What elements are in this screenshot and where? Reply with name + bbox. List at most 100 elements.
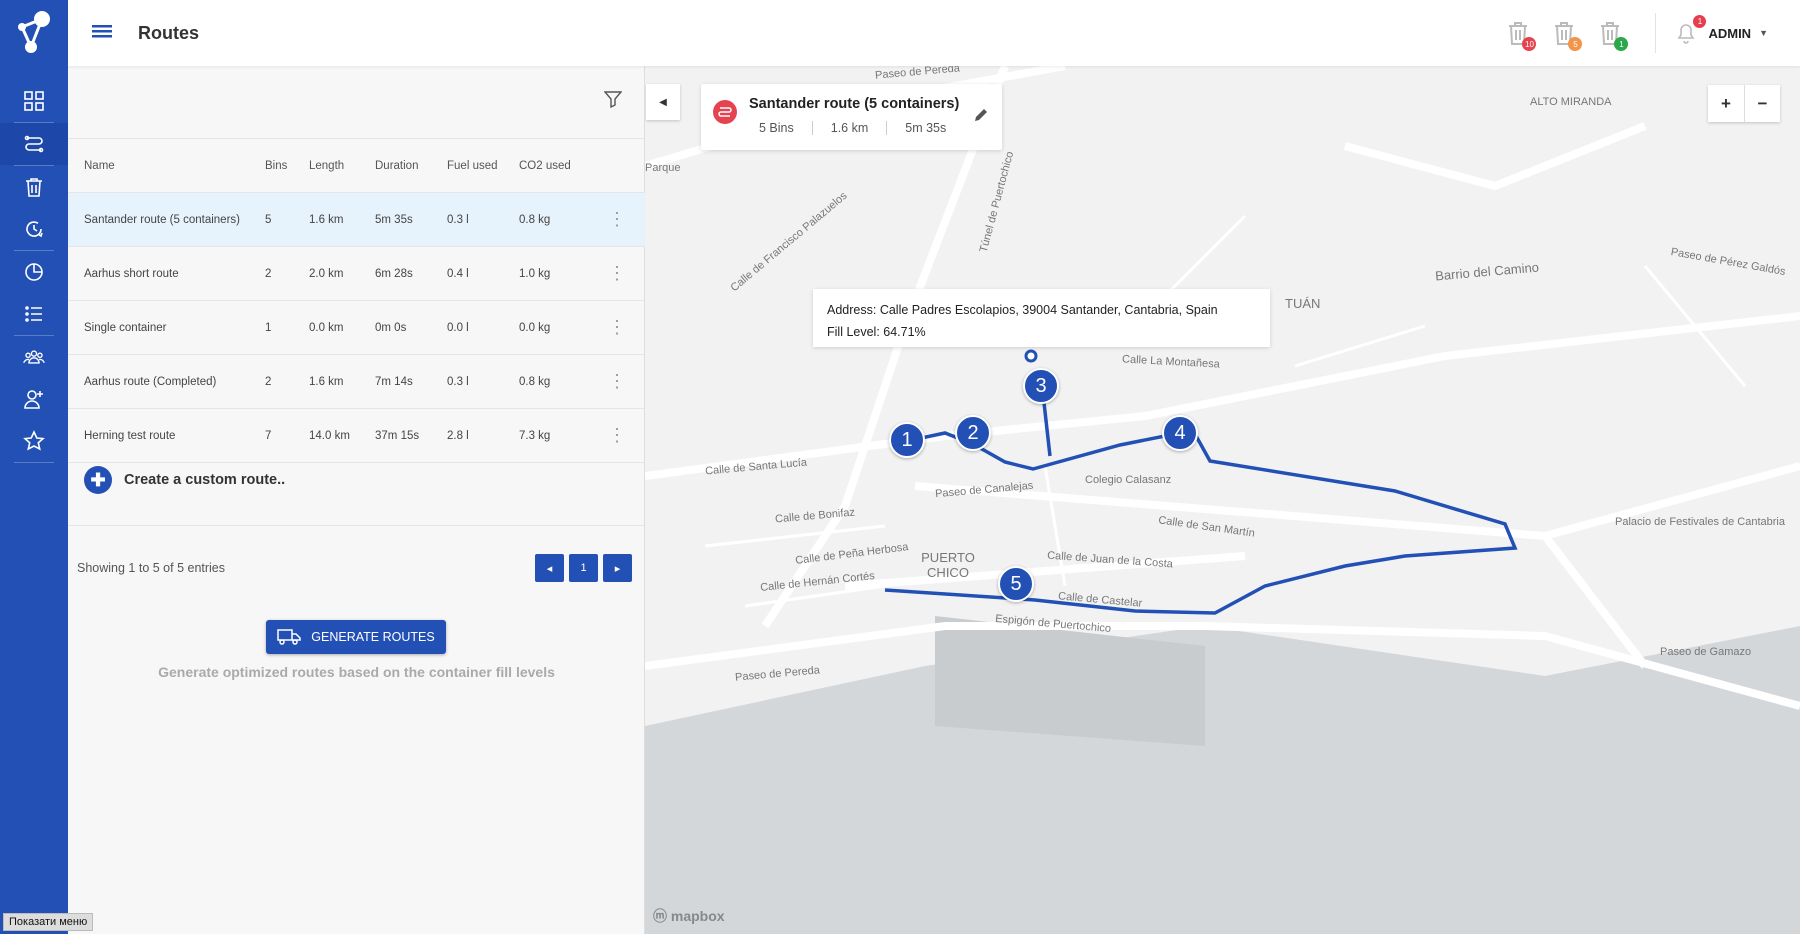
bin-alert-red[interactable]: 10 [1507, 20, 1537, 51]
mapbox-logo[interactable]: ⓜ mapbox [653, 908, 725, 924]
team-icon[interactable] [0, 336, 68, 378]
route-duration: 5m 35s [886, 121, 964, 135]
divider [1655, 13, 1657, 53]
chart-icon[interactable] [0, 251, 68, 293]
generate-routes-button[interactable]: GENERATE ROUTES [266, 620, 446, 654]
table-cell: 5 [265, 192, 309, 247]
edit-pencil-icon[interactable] [974, 108, 988, 127]
table-cell: 1.6 km [309, 192, 375, 247]
pagination-info: Showing 1 to 5 of 5 entries [77, 561, 226, 575]
route-length: 1.6 km [811, 121, 887, 135]
table-cell: 0.3 l [447, 354, 519, 409]
table-cell: Herning test route [68, 408, 265, 463]
table-cell: 0.8 kg [519, 354, 589, 409]
row-menu-icon[interactable]: ⋮ [589, 246, 645, 301]
route-marker[interactable]: 1 [889, 422, 925, 458]
row-menu-icon[interactable]: ⋮ [589, 354, 645, 409]
generate-routes-label: GENERATE ROUTES [311, 630, 435, 644]
table-cell: 0.4 l [447, 246, 519, 301]
bin-icon [1509, 22, 1528, 45]
app-logo[interactable] [0, 0, 68, 66]
table-cell: 2 [265, 354, 309, 409]
route-line [884, 431, 1518, 615]
column-header-name[interactable]: Name [68, 138, 265, 193]
filter-icon[interactable] [603, 90, 623, 113]
pagination: ◂ 1 ▸ [535, 554, 632, 582]
table-cell: Aarhus short route [68, 246, 265, 301]
table-row[interactable]: Herning test route 7 14.0 km 37m 15s 2.8 l 7.… [68, 408, 645, 463]
table-cell: Santander route (5 containers) [68, 192, 265, 247]
bin-count-badge: 1 [1614, 37, 1629, 51]
plus-icon: ✚ [84, 466, 112, 494]
generate-hint: Generate optimized routes based on the c… [158, 664, 555, 680]
bin-icon[interactable] [0, 166, 68, 208]
column-header-length[interactable]: Length [309, 138, 375, 193]
table-cell: 1.6 km [309, 354, 375, 409]
dashboard-icon[interactable] [0, 80, 68, 122]
table-cell: 1 [265, 300, 309, 355]
map-street-label: Paseo de Gamazo [1660, 646, 1752, 658]
column-header-fuel[interactable]: Fuel used [447, 138, 519, 193]
route-marker[interactable]: 5 [998, 566, 1034, 602]
table-cell: 2.8 l [447, 408, 519, 463]
create-custom-route-button[interactable]: ✚ Create a custom route.. [84, 466, 285, 494]
map-street-label: TUÁN [1285, 296, 1321, 311]
history-icon[interactable] [0, 208, 68, 250]
zoom-out-button[interactable]: − [1744, 85, 1780, 122]
column-header-bins[interactable]: Bins [265, 138, 309, 193]
routes-panel: Name Bins Length Duration Fuel used CO2 … [68, 66, 645, 934]
column-header-co2[interactable]: CO2 used [519, 138, 589, 193]
route-marker[interactable]: 2 [955, 415, 991, 451]
bell-icon [1677, 24, 1695, 44]
table-cell: 7 [265, 408, 309, 463]
table-cell: 1.0 kg [519, 246, 589, 301]
notification-badge: 1 [1693, 15, 1707, 28]
row-menu-icon[interactable]: ⋮ [589, 300, 645, 355]
table-cell: 2 [265, 246, 309, 301]
show-menu-button[interactable]: Показати меню [3, 913, 94, 931]
table-cell: 7m 14s [375, 354, 447, 409]
star-icon[interactable] [0, 420, 68, 462]
bin-count-badge: 5 [1568, 37, 1583, 51]
table-row[interactable]: Aarhus route (Completed) 2 1.6 km 7m 14s 0.3… [68, 354, 645, 409]
map[interactable]: Paseo de Pereda Calle de Santa Lucía Calle… [645, 66, 1800, 934]
sidebar [0, 0, 68, 934]
fill-level-value: 64.71% [883, 325, 926, 339]
table-cell: 7.3 kg [519, 408, 589, 463]
table-cell: Aarhus route (Completed) [68, 354, 265, 409]
route-marker[interactable]: 4 [1162, 415, 1198, 451]
table-row[interactable]: Aarhus short route 2 2.0 km 6m 28s 0.4 l 1.0 … [68, 246, 645, 301]
zoom-in-button[interactable]: + [1721, 93, 1731, 113]
routes-icon[interactable] [0, 123, 68, 165]
list-icon[interactable] [0, 293, 68, 335]
bin-alert-orange[interactable]: 5 [1553, 20, 1583, 51]
table-cell: 2.0 km [309, 246, 375, 301]
address-value: Calle Padres Escolapios, 39004 Santander… [879, 303, 1218, 317]
column-header-duration[interactable]: Duration [375, 138, 447, 193]
notifications-button[interactable]: 1 [1674, 15, 1707, 45]
user-menu[interactable]: ADMIN [1708, 25, 1752, 41]
page-1-button[interactable]: 1 [569, 554, 598, 582]
table-row[interactable]: Single container 1 0.0 km 0m 0s 0.0 l 0.0 kg ⋮ [68, 300, 645, 355]
map-street-label: Palacio de Festivales de Cantabria [1615, 516, 1785, 528]
route-name: Santander route (5 containers) [749, 96, 960, 112]
collapse-panel-button[interactable]: ◀ [646, 84, 680, 120]
truck-icon [277, 629, 302, 645]
table-cell: 0m 0s [375, 300, 447, 355]
route-bins: 5 Bins [759, 121, 794, 135]
row-menu-icon[interactable]: ⋮ [589, 408, 645, 463]
next-page-button[interactable]: ▸ [603, 554, 632, 582]
add-user-icon[interactable] [0, 378, 68, 420]
row-menu-icon[interactable]: ⋮ [589, 192, 645, 247]
table-row[interactable]: Santander route (5 containers) 5 1.6 km 5m … [68, 192, 645, 247]
map-street-label: PUERTO CHICO [921, 550, 975, 580]
routes-table: Name Bins Length Duration Fuel used CO2 … [68, 138, 645, 463]
table-cell: 37m 15s [375, 408, 447, 463]
prev-page-button[interactable]: ◂ [535, 554, 564, 582]
chevron-down-icon[interactable]: ▼ [1759, 28, 1768, 38]
table-cell: 14.0 km [309, 408, 375, 463]
bin-alert-green[interactable]: 1 [1599, 20, 1629, 51]
map-background [645, 66, 1800, 934]
route-marker[interactable]: 3 [1023, 368, 1059, 404]
hamburger-menu-icon[interactable] [92, 23, 112, 44]
